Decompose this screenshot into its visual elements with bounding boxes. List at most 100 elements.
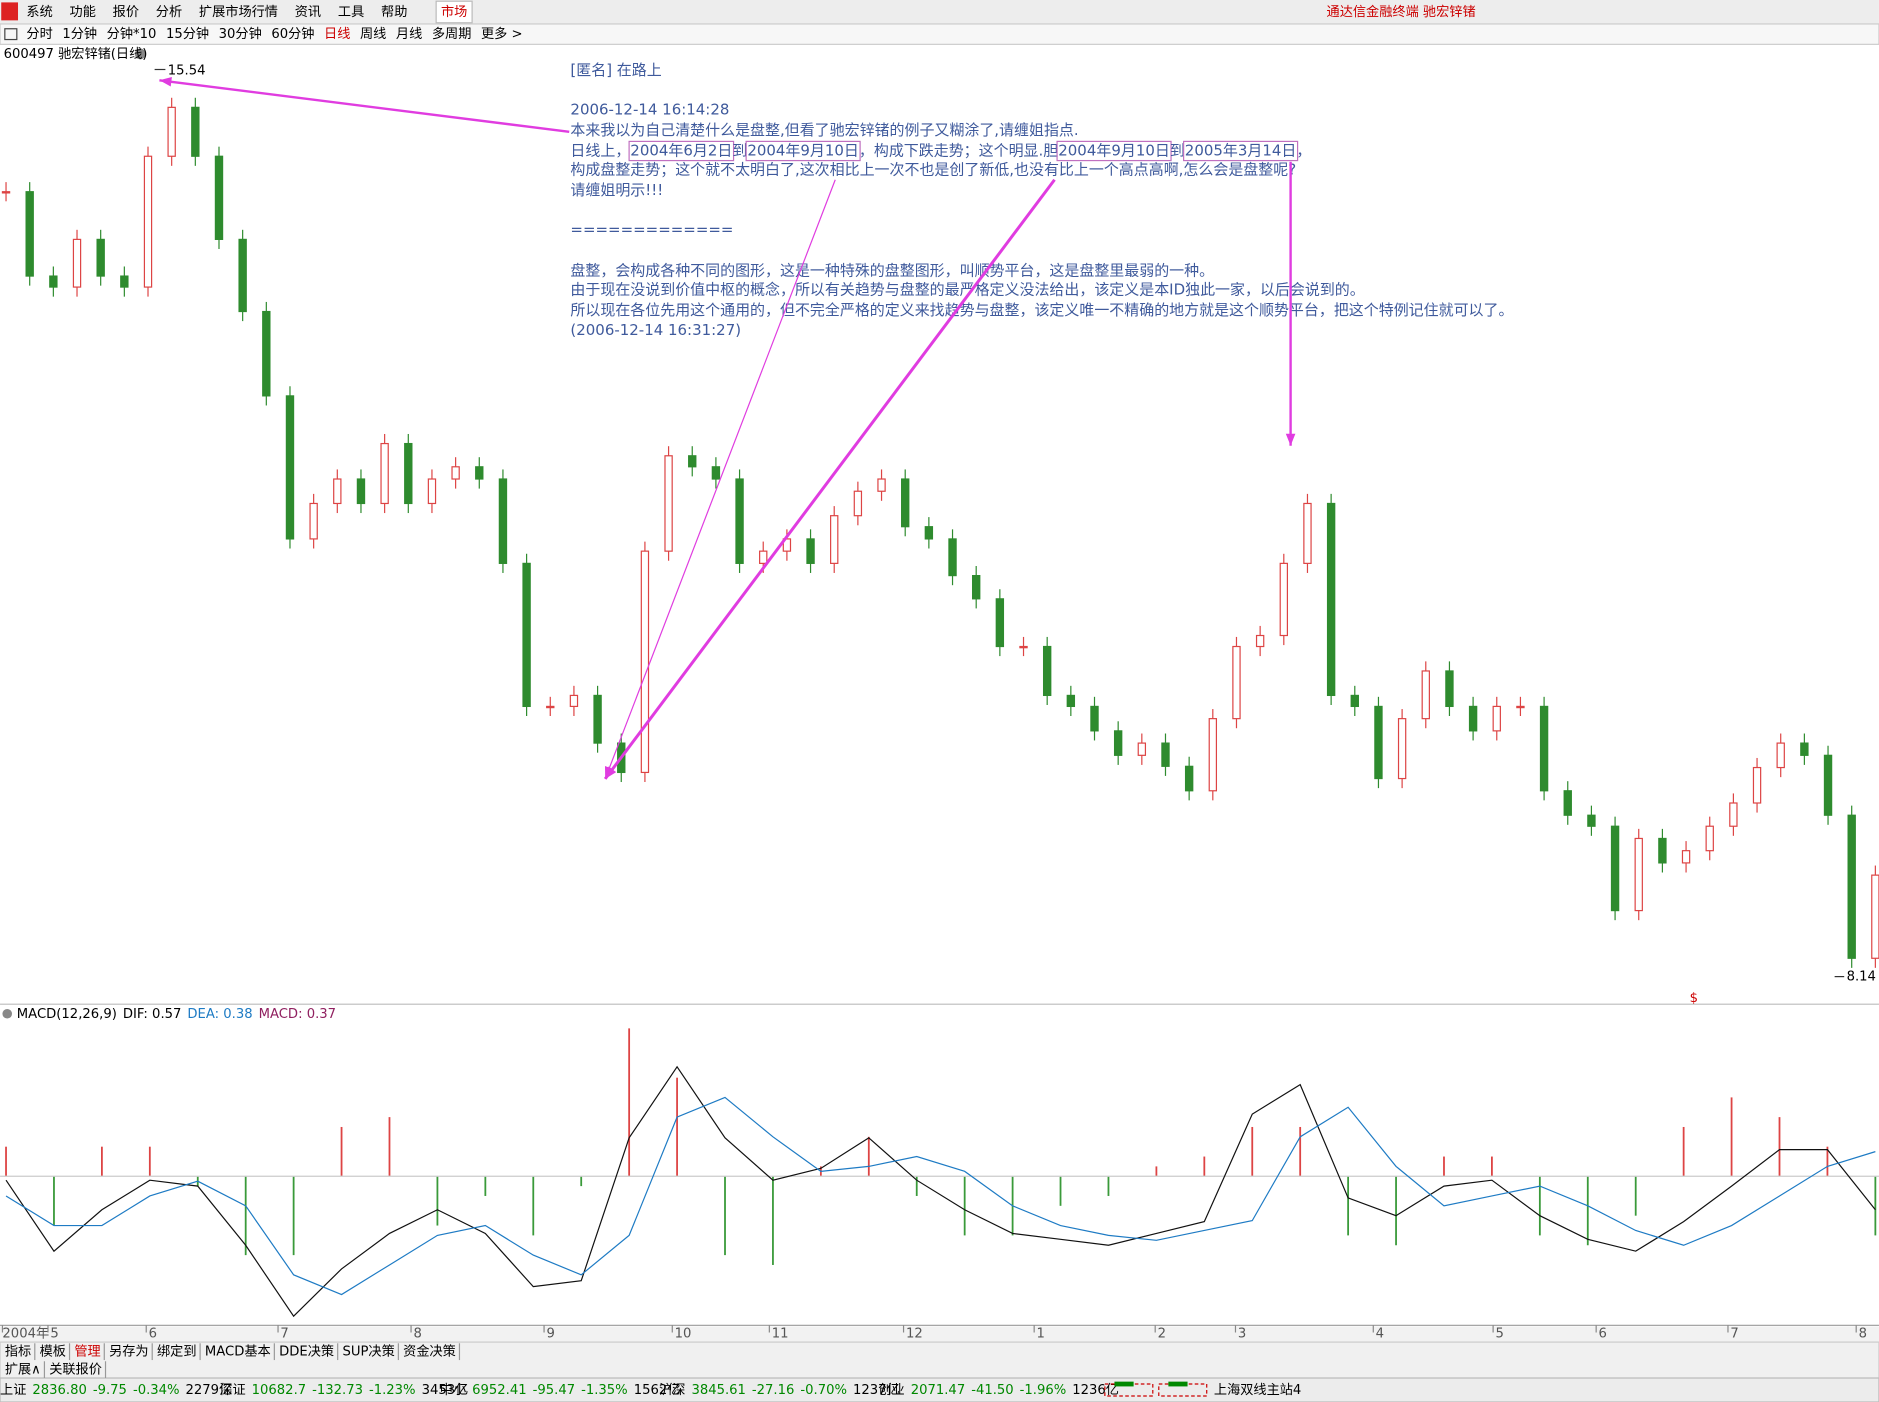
- tab[interactable]: 绑定到: [157, 1344, 197, 1360]
- tab[interactable]: 指标: [5, 1344, 31, 1360]
- period-button[interactable]: 分时: [26, 26, 52, 42]
- period-button[interactable]: 1分钟: [62, 25, 97, 42]
- candle: [72, 238, 82, 288]
- time-label: 8: [413, 1327, 421, 1342]
- menu-item[interactable]: 功能: [70, 4, 96, 20]
- period-button[interactable]: 多周期: [432, 25, 472, 42]
- candle: [1113, 730, 1123, 756]
- candle: [214, 155, 224, 240]
- time-label: 10: [675, 1327, 692, 1342]
- candle: [309, 502, 318, 540]
- candle: [1303, 502, 1312, 564]
- menu-bar: [0, 0, 1879, 24]
- period-button[interactable]: 分钟*10: [107, 25, 157, 42]
- candle: [1729, 802, 1738, 827]
- candle: [1658, 837, 1667, 864]
- status-text: 3453亿: [422, 1382, 469, 1398]
- status-text: 1236亿: [1072, 1382, 1119, 1398]
- tab[interactable]: 资金决策: [403, 1343, 456, 1360]
- menu-item[interactable]: 帮助: [381, 4, 407, 20]
- time-label: 1: [1037, 1327, 1045, 1342]
- time-axis-bg: [0, 1326, 1879, 1343]
- macd-dea-line: [5, 1096, 1876, 1296]
- period-button[interactable]: 日线: [324, 26, 350, 42]
- time-label: 11: [772, 1327, 789, 1342]
- time-label: 3: [1238, 1327, 1246, 1342]
- period-button[interactable]: 月线: [396, 26, 422, 42]
- candle: [1279, 562, 1288, 637]
- candle: [120, 275, 129, 288]
- candle: [380, 442, 389, 505]
- candle: [1421, 670, 1430, 720]
- tab[interactable]: MACD基本: [205, 1344, 271, 1360]
- time-label: 6: [149, 1327, 157, 1342]
- macd-header: DIF: 0.57: [123, 1007, 182, 1022]
- tab[interactable]: DDE决策: [279, 1343, 334, 1360]
- candle: [1090, 705, 1099, 732]
- status-text: -1.96%: [1020, 1383, 1067, 1398]
- status-text: -41.50: [971, 1383, 1013, 1398]
- time-label: 2004年: [2, 1326, 49, 1342]
- annotation-text: 本来我以为自己清楚什么是盘整,但看了驰宏锌锗的例子又糊涂了,请缠姐指点.: [570, 121, 1078, 139]
- macd-icon: [2, 1008, 13, 1019]
- annotation-text: 日线上，: [570, 141, 630, 159]
- period-button[interactable]: 30分钟: [219, 25, 262, 42]
- candle: [262, 310, 271, 397]
- candle: [238, 238, 247, 313]
- candle: [971, 575, 981, 600]
- time-label: 8: [1859, 1327, 1867, 1342]
- arrow-head: [1285, 433, 1296, 446]
- macd-header: DEA: 0.38: [187, 1007, 252, 1022]
- macd-dif-line: [5, 1065, 1876, 1318]
- candle: [1871, 874, 1879, 959]
- status-text: -1.35%: [581, 1383, 628, 1398]
- candle: [1, 191, 11, 194]
- status-text: 3845.61: [691, 1383, 745, 1398]
- annotation-text: =============: [570, 221, 733, 239]
- candle: [664, 455, 673, 552]
- annotation-text: 所以现在各位先用这个通用的，但不完全严格的定义来找趋势与盘整，该定义唯一不精确的…: [570, 301, 1513, 319]
- menu-item[interactable]: 扩展市场行情: [199, 3, 278, 20]
- period-button[interactable]: 15分钟: [166, 25, 209, 42]
- candle: [1823, 754, 1833, 816]
- menu-item[interactable]: 资讯: [295, 4, 321, 20]
- annotation-text: 构成盘整走势；这个就不太明白了,这次相比上一次不也是创了新低,也没有比上一个高点…: [570, 161, 1296, 179]
- menu-item[interactable]: 报价: [113, 4, 139, 20]
- tab[interactable]: SUP决策: [342, 1343, 394, 1360]
- time-label: 5: [50, 1327, 58, 1342]
- candle: [1492, 705, 1501, 732]
- status-text: 10682.7: [252, 1383, 306, 1398]
- tab[interactable]: 模板: [40, 1344, 66, 1360]
- candle: [1019, 645, 1028, 649]
- menu-item[interactable]: 分析: [156, 4, 182, 20]
- period-button[interactable]: 周线: [360, 26, 386, 42]
- status-text: -9.75: [93, 1383, 127, 1398]
- date-highlight: [628, 140, 735, 162]
- chart-title: 600497 驰宏锌锗(日线): [4, 46, 148, 62]
- period-button[interactable]: 更多 >: [481, 25, 523, 42]
- candle: [1752, 766, 1762, 804]
- tab[interactable]: 扩展∧: [5, 1362, 41, 1378]
- status-text: 2071.47: [911, 1383, 965, 1398]
- tab[interactable]: 另存为: [109, 1344, 149, 1360]
- title-icon: [134, 48, 146, 60]
- period-button[interactable]: 60分钟: [271, 25, 314, 42]
- annotation-arrow: [603, 178, 1056, 780]
- candle: [49, 275, 58, 288]
- menu-item[interactable]: 市场: [441, 3, 467, 20]
- candle: [877, 478, 886, 492]
- candle: [522, 562, 531, 708]
- candle: [1634, 837, 1643, 912]
- annotation-text: 2004年6月2日: [630, 141, 732, 159]
- annotation-text: ，: [1296, 141, 1311, 159]
- menu-item[interactable]: 工具: [338, 5, 364, 20]
- candle: [1847, 814, 1856, 959]
- tab[interactable]: 管理: [74, 1344, 100, 1360]
- time-label: 5: [1496, 1327, 1504, 1342]
- time-label: 7: [1730, 1327, 1738, 1342]
- low-label: 8.14: [1847, 970, 1876, 985]
- tab[interactable]: 关联报价: [49, 1362, 102, 1378]
- status-text: 创业: [878, 1382, 904, 1398]
- menu-item[interactable]: 系统: [26, 4, 52, 20]
